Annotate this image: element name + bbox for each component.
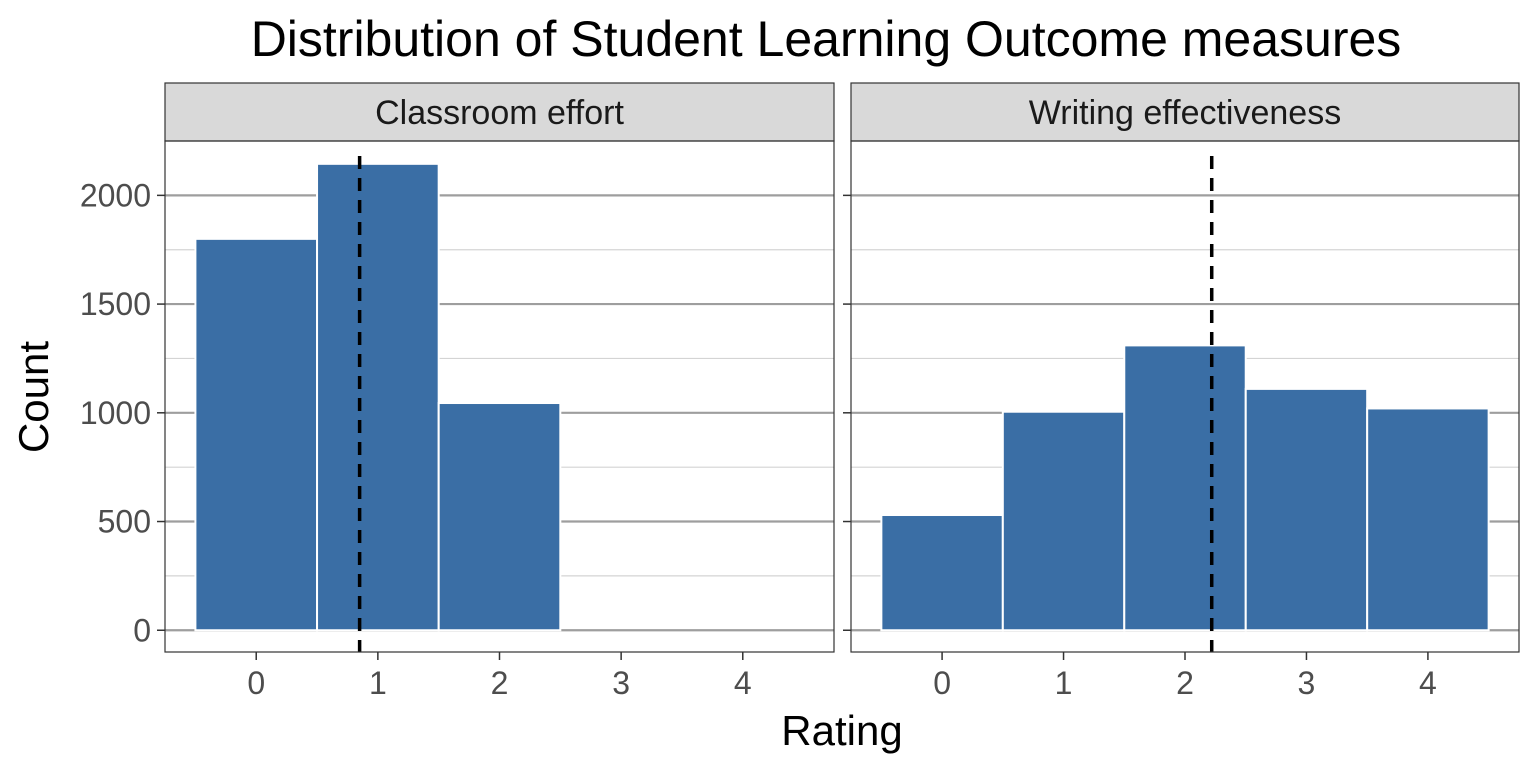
x-tick-label: 1	[369, 665, 387, 701]
facet-strip	[850, 82, 1520, 142]
x-axis-title: Rating	[781, 707, 902, 754]
bar-3	[1244, 387, 1369, 632]
panel-classroom-effort: Classroom effort 0 1 2 3 4 0 500 1000 1500 2000	[80, 82, 835, 701]
bar-4	[1366, 407, 1490, 632]
facet-strip	[164, 82, 835, 142]
x-tick-label: 1	[1055, 665, 1073, 701]
bar-2	[1123, 344, 1247, 632]
x-tick-label: 0	[933, 665, 951, 701]
bar-2	[437, 402, 562, 632]
bar-0	[880, 514, 1004, 632]
y-tick-label: 2000	[80, 177, 151, 213]
bar-0	[194, 237, 319, 632]
y-tick-label: 1500	[80, 286, 151, 322]
y-tick-label: 0	[133, 612, 151, 648]
x-tick-label: 3	[1298, 665, 1316, 701]
y-tick-label: 500	[98, 504, 151, 540]
bar-1	[316, 162, 440, 632]
x-tick-label: 4	[1419, 665, 1437, 701]
x-tick-label: 4	[734, 665, 752, 701]
facet-strip-label: Classroom effort	[375, 94, 624, 132]
chart-title: Distribution of Student Learning Outcome…	[251, 11, 1402, 67]
bar-1	[1001, 410, 1126, 632]
y-tick-label: 1000	[80, 395, 151, 431]
y-axis-title: Count	[10, 341, 57, 453]
x-tick-label: 3	[612, 665, 630, 701]
panel-writing-effectiveness: Writing effectiveness 0 1 2 3 4	[843, 82, 1520, 701]
facet-strip-label: Writing effectiveness	[1029, 94, 1341, 132]
x-tick-label: 2	[491, 665, 509, 701]
x-tick-label: 2	[1176, 665, 1194, 701]
x-tick-label: 0	[247, 665, 265, 701]
